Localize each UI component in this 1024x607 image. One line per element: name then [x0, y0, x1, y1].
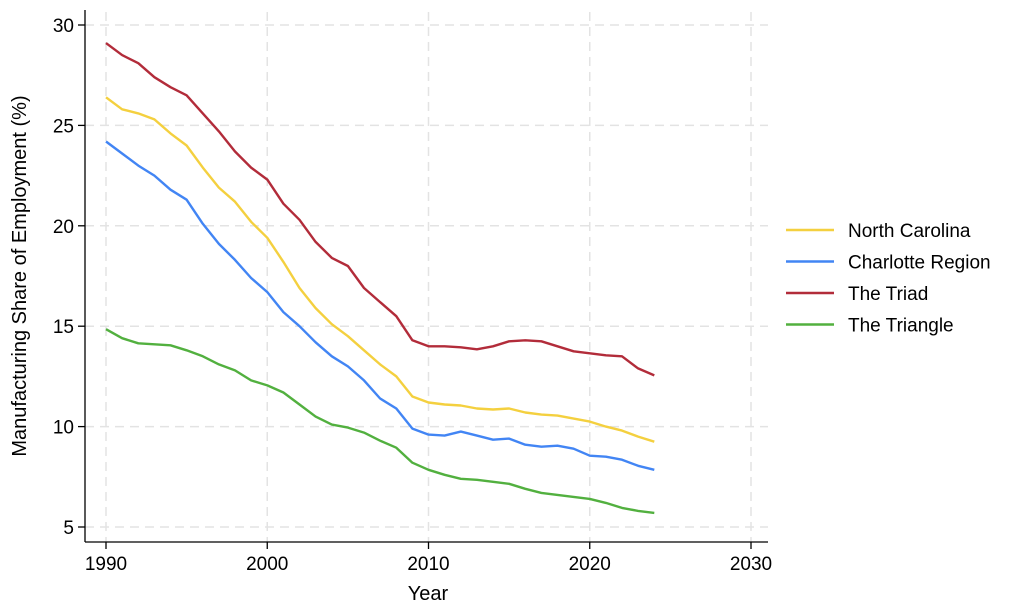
x-tick-label: 2030 [730, 554, 772, 575]
series-line-the-triad [105, 42, 655, 377]
series-line-the-triangle [105, 328, 655, 515]
y-tick-label: 25 [53, 116, 74, 137]
series-line-charlotte-region [105, 140, 655, 471]
legend-label: North Carolina [848, 221, 971, 242]
grid [85, 12, 768, 542]
x-tick-label: 2000 [246, 554, 288, 575]
x-axis-title: Year [408, 583, 449, 605]
y-axis-title: Manufacturing Share of Employment (%) [9, 95, 31, 456]
y-tick-label: 5 [63, 518, 74, 539]
y-tick-label: 15 [53, 317, 74, 338]
x-tick-label: 2010 [407, 554, 449, 575]
y-tick-label: 10 [53, 418, 74, 439]
x-tick-label: 2020 [569, 554, 611, 575]
x-tick-label: 1990 [85, 554, 127, 575]
legend-label: The Triad [848, 284, 928, 305]
legend-label: The Triangle [848, 316, 954, 337]
series-line-north-carolina [105, 96, 655, 443]
legend: North Carolina Charlotte Region The Triad T… [786, 221, 991, 337]
legend-label: Charlotte Region [848, 253, 991, 274]
series-layer [105, 42, 655, 515]
tick-layer: 1990 2000 2010 2020 2030 5 10 15 20 25 30 [53, 16, 772, 575]
axes [84, 10, 768, 543]
y-tick-label: 30 [53, 16, 74, 37]
y-tick-label: 20 [53, 217, 74, 238]
